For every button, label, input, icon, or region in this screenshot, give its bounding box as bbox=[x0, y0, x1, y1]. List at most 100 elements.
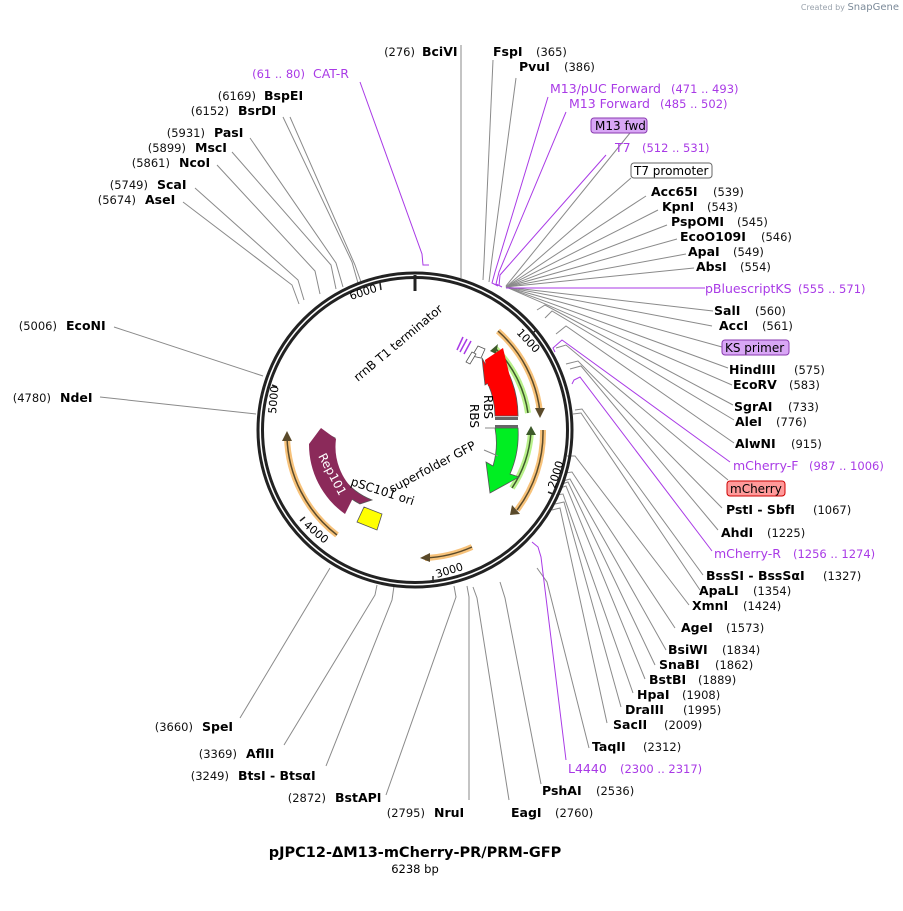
superfolder-gfp-feature[interactable] bbox=[485, 427, 520, 494]
backbone-outer bbox=[256, 271, 574, 589]
site-aflii[interactable]: AflII bbox=[246, 746, 274, 761]
site-sali[interactable]: SalI bbox=[714, 303, 740, 318]
psc101-ori-feature[interactable] bbox=[356, 506, 383, 531]
site-pos: (549) bbox=[733, 245, 764, 259]
primer-t7[interactable]: T7 bbox=[614, 140, 631, 155]
site-alei[interactable]: AleI bbox=[735, 414, 762, 429]
site-pshai[interactable]: PshAI bbox=[542, 783, 582, 798]
site-pos: (2872) bbox=[288, 791, 326, 805]
site-draiii[interactable]: DraIII bbox=[625, 702, 664, 717]
site-pos: (2795) bbox=[387, 806, 425, 820]
site-pos: (5674) bbox=[98, 193, 136, 207]
t7-promoter-box[interactable] bbox=[630, 162, 713, 179]
site-ndei[interactable]: NdeI bbox=[60, 390, 93, 405]
site-apali[interactable]: ApaLI bbox=[699, 583, 739, 598]
site-bcivi[interactable]: BciVI bbox=[422, 44, 458, 59]
site-bsiwi[interactable]: BsiWI bbox=[668, 642, 708, 657]
site-scai[interactable]: ScaI bbox=[157, 177, 187, 192]
site-ecoo109i[interactable]: EcoO109I bbox=[680, 229, 746, 244]
m13-fwd-box[interactable] bbox=[590, 117, 648, 134]
site-econi[interactable]: EcoNI bbox=[66, 318, 106, 333]
rrnb-terminator-feature[interactable] bbox=[465, 345, 486, 365]
site-bsrdi[interactable]: BsrDI bbox=[238, 103, 276, 118]
site-pos: (5749) bbox=[110, 178, 148, 192]
site-pos: (545) bbox=[737, 215, 768, 229]
site-pos: (1995) bbox=[683, 703, 721, 717]
label-rbs-1: RBS bbox=[481, 395, 495, 419]
right-site-labels: FspI (365) PvuI (386) M13/pUC Forward (4… bbox=[493, 44, 884, 820]
feature-ks-primer[interactable]: KS primer bbox=[725, 341, 784, 355]
site-pos: (554) bbox=[740, 260, 771, 274]
site-pos: (2312) bbox=[643, 740, 681, 754]
site-pos: (1908) bbox=[682, 688, 720, 702]
site-pos: (2536) bbox=[596, 784, 634, 798]
site-bstbi[interactable]: BstBI bbox=[649, 672, 686, 687]
site-acc65i[interactable]: Acc65I bbox=[651, 184, 698, 199]
site-fspi[interactable]: FspI bbox=[493, 44, 523, 59]
credit-brand: SnapGene bbox=[847, 2, 899, 13]
primer-mcherry-f[interactable]: mCherry-F bbox=[733, 458, 798, 473]
site-pos: (546) bbox=[761, 230, 792, 244]
site-pasi[interactable]: PasI bbox=[214, 125, 243, 140]
mcherry-box[interactable] bbox=[726, 480, 786, 497]
site-msci[interactable]: MscI bbox=[195, 140, 227, 155]
site-taqii[interactable]: TaqII bbox=[592, 739, 626, 754]
site-kpni[interactable]: KpnI bbox=[662, 199, 694, 214]
site-pos: (3369) bbox=[199, 747, 237, 761]
site-pos: (915) bbox=[791, 437, 822, 451]
label-rbs-2: RBS bbox=[467, 404, 481, 428]
site-pspomi[interactable]: PspOMI bbox=[671, 214, 724, 229]
primer-pos: (485 .. 502) bbox=[660, 97, 728, 111]
rbs-2[interactable] bbox=[495, 425, 518, 428]
site-bstapi[interactable]: BstAPI bbox=[335, 790, 381, 805]
site-acci[interactable]: AccI bbox=[719, 318, 748, 333]
feature-t7-promoter[interactable]: T7 promoter bbox=[633, 164, 709, 178]
site-nrui[interactable]: NruI bbox=[434, 805, 464, 820]
plasmid-length: 6238 bp bbox=[391, 862, 439, 876]
site-ahdi[interactable]: AhdI bbox=[721, 525, 753, 540]
feature-m13-fwd[interactable]: M13 fwd bbox=[595, 119, 646, 133]
site-pos: (575) bbox=[794, 363, 825, 377]
primer-mcherry-r[interactable]: mCherry-R bbox=[714, 546, 781, 561]
site-btsi[interactable]: BtsI - BtsαI bbox=[238, 768, 316, 783]
site-hindiii[interactable]: HindIII bbox=[729, 362, 776, 377]
site-sgrai[interactable]: SgrAI bbox=[734, 399, 772, 414]
site-pvui[interactable]: PvuI bbox=[519, 59, 550, 74]
site-pos: (583) bbox=[789, 378, 820, 392]
site-pos: (1862) bbox=[715, 658, 753, 672]
site-pos: (539) bbox=[713, 185, 744, 199]
primer-cat-r[interactable]: CAT-R bbox=[313, 66, 349, 81]
site-pos: (1424) bbox=[743, 599, 781, 613]
primer-l4440[interactable]: L4440 bbox=[568, 761, 607, 776]
site-ecorv[interactable]: EcoRV bbox=[733, 377, 777, 392]
site-sacii[interactable]: SacII bbox=[613, 717, 647, 732]
site-alwni[interactable]: AlwNI bbox=[735, 436, 776, 451]
site-apai[interactable]: ApaI bbox=[688, 244, 720, 259]
site-eagi[interactable]: EagI bbox=[511, 805, 542, 820]
site-asei[interactable]: AseI bbox=[145, 192, 175, 207]
site-ncoi[interactable]: NcoI bbox=[179, 155, 210, 170]
connector-lines bbox=[99, 45, 735, 801]
site-bspei[interactable]: BspEI bbox=[264, 88, 303, 103]
site-hpai[interactable]: HpaI bbox=[637, 687, 670, 702]
primer-m13-puc-forward[interactable]: M13/pUC Forward bbox=[550, 81, 661, 96]
site-pos: (1225) bbox=[767, 526, 805, 540]
site-absi[interactable]: AbsI bbox=[696, 259, 727, 274]
ks-primer-box[interactable] bbox=[721, 339, 790, 356]
site-bsssi[interactable]: BssSI - BssSαI bbox=[706, 568, 805, 583]
site-pos: (561) bbox=[762, 319, 793, 333]
primer-pos: (987 .. 1006) bbox=[809, 459, 884, 473]
left-site-labels: (276) BciVI (61 .. 80) CAT-R (6169) BspE… bbox=[13, 44, 464, 820]
primer-pos: (471 .. 493) bbox=[671, 82, 739, 96]
feature-mcherry[interactable]: mCherry bbox=[730, 482, 782, 496]
primer-m13-forward[interactable]: M13 Forward bbox=[569, 96, 650, 111]
label-rrnb-terminator: rrnB T1 terminator bbox=[351, 302, 446, 385]
site-snabi[interactable]: SnaBI bbox=[659, 657, 700, 672]
primer-pbluescriptks[interactable]: pBluescriptKS bbox=[705, 281, 792, 296]
site-agei[interactable]: AgeI bbox=[681, 620, 713, 635]
rbs-1[interactable] bbox=[495, 417, 518, 420]
snapgene-credit: Created by SnapGene bbox=[801, 2, 899, 13]
site-psti-sbfi[interactable]: PstI - SbfI bbox=[726, 502, 795, 517]
site-spei[interactable]: SpeI bbox=[202, 719, 233, 734]
site-xmni[interactable]: XmnI bbox=[692, 598, 728, 613]
